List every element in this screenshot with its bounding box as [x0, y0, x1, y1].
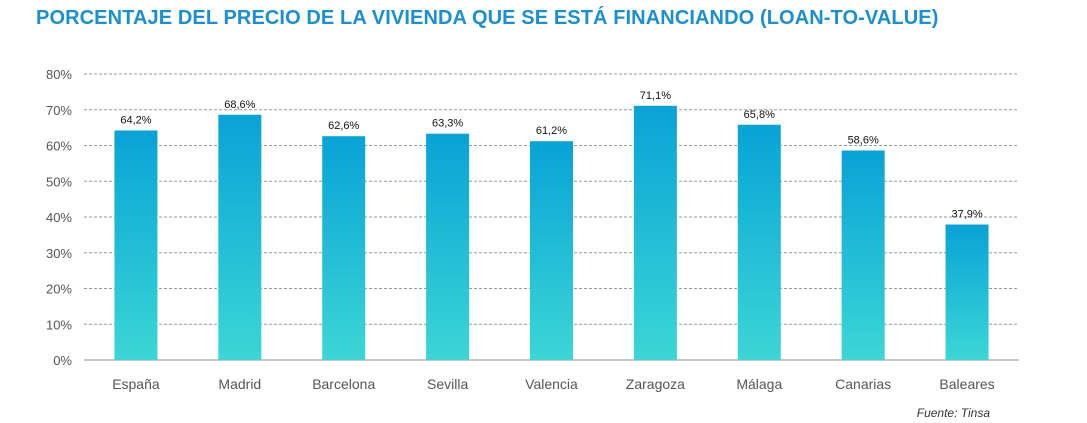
data-label: 63,3% — [432, 118, 463, 130]
bar — [322, 136, 366, 360]
data-label: 62,6% — [328, 120, 359, 132]
source-note: Fuente: Tinsa — [916, 406, 990, 420]
x-axis: España Madrid Barcelona Sevilla Valencia Zara… — [112, 376, 994, 392]
data-label: 68,6% — [224, 99, 255, 111]
bar — [114, 130, 158, 360]
x-tick-label: Barcelona — [312, 376, 375, 392]
bar — [841, 150, 885, 360]
bar — [737, 124, 781, 360]
y-tick-label: 70% — [46, 103, 72, 118]
data-label: 65,8% — [744, 109, 775, 121]
bar — [945, 224, 989, 360]
data-label: 58,6% — [848, 135, 879, 147]
y-tick-label: 50% — [46, 174, 72, 189]
data-label: 64,2% — [120, 114, 151, 126]
x-tick-label: Madrid — [218, 376, 261, 392]
y-tick-label: 10% — [46, 317, 72, 332]
y-tick-label: 80% — [46, 67, 72, 82]
y-tick-label: 40% — [46, 210, 72, 225]
bar — [426, 133, 470, 360]
x-tick-label: Valencia — [525, 376, 578, 392]
x-tick-label: Málaga — [736, 376, 782, 392]
data-labels: 64,2% 68,6% 62,6% 63,3% 61,2% 71,1% 65,8% 58,6%… — [120, 90, 983, 221]
data-label: 71,1% — [640, 90, 671, 102]
y-axis: 0% 10% 20% 30% 40% 50% 60% 70% 80% — [46, 67, 72, 368]
y-tick-label: 20% — [46, 282, 72, 297]
x-tick-label: España — [112, 376, 160, 392]
y-tick-label: 60% — [46, 139, 72, 154]
x-tick-label: Zaragoza — [626, 376, 685, 392]
y-tick-label: 30% — [46, 246, 72, 261]
data-label: 37,9% — [951, 209, 982, 221]
chart-title: PORCENTAJE DEL PRECIO DE LA VIVIENDA QUE… — [36, 7, 939, 29]
bars — [114, 105, 989, 360]
y-tick-label: 0% — [53, 353, 72, 368]
bar — [218, 114, 262, 360]
data-label: 61,2% — [536, 125, 567, 137]
x-tick-label: Baleares — [939, 376, 994, 392]
bar — [633, 105, 677, 360]
x-tick-label: Canarias — [835, 376, 891, 392]
x-tick-label: Sevilla — [427, 376, 468, 392]
bar — [530, 141, 573, 360]
